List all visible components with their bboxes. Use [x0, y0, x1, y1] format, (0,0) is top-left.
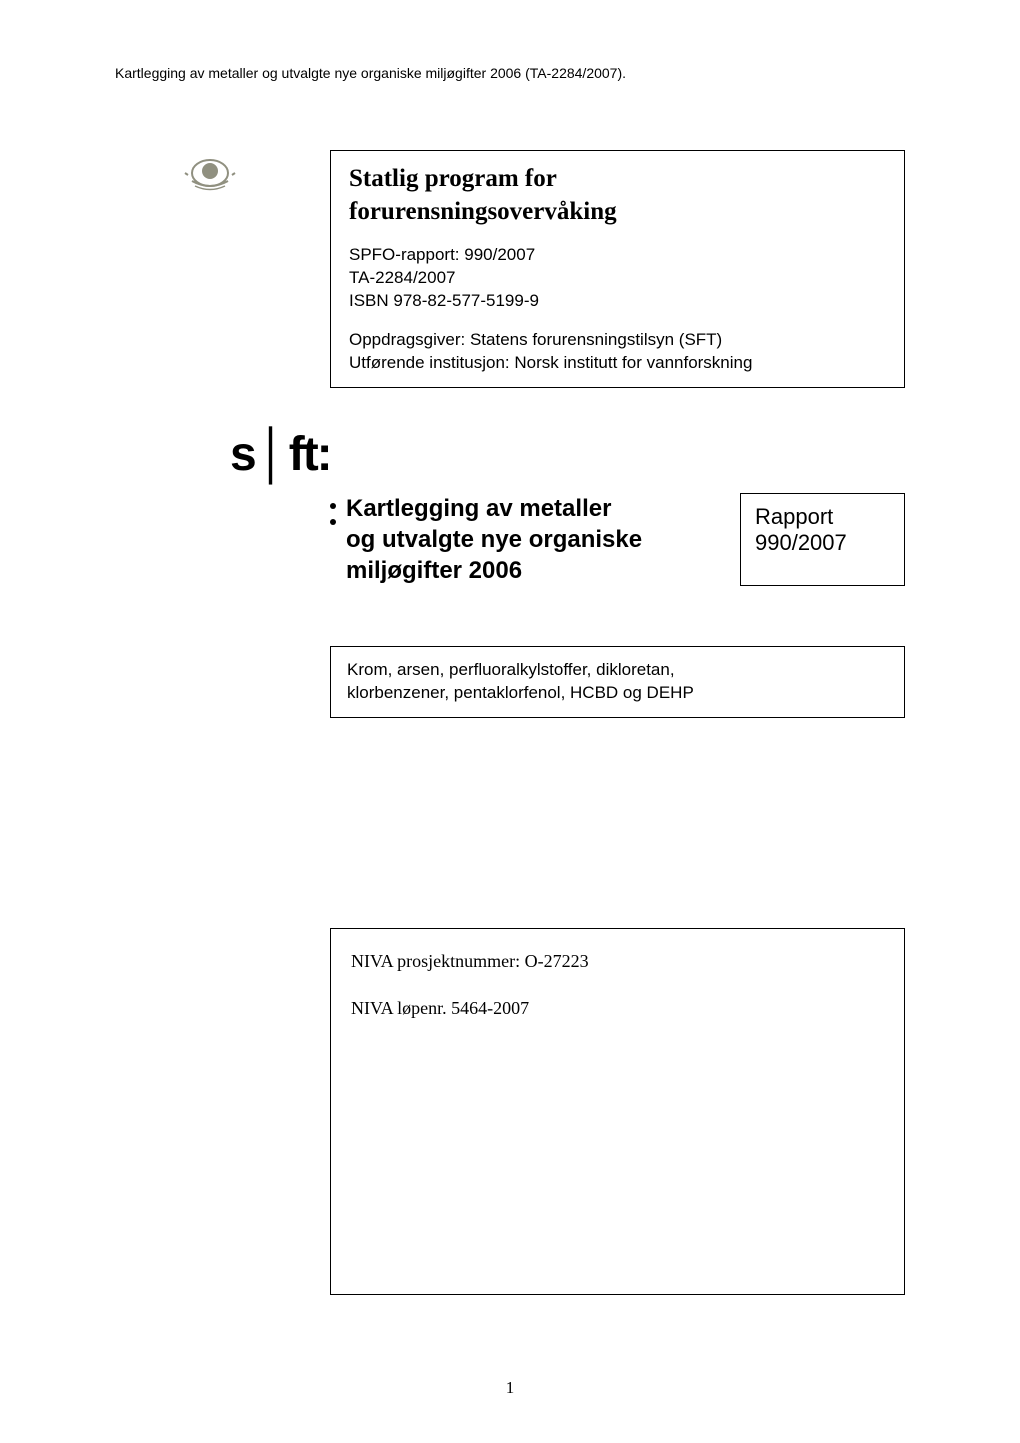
report-title: Kartlegging av metaller og utvalgte nye …: [346, 493, 642, 587]
government-emblem-icon: [165, 150, 255, 205]
isbn: ISBN 978-82-577-5199-9: [349, 291, 539, 310]
left-column: s│ft:: [115, 150, 310, 205]
project-number: NIVA prosjektnummer: O-27223: [351, 949, 884, 974]
bullet-dot: [330, 503, 336, 509]
ta-number: TA-2284/2007: [349, 268, 455, 287]
program-title-line2: forurensningsovervåking: [349, 198, 617, 225]
report-number-box: Rapport 990/2007: [740, 493, 905, 587]
program-info-box: Statlig program for forurensningsovervåk…: [330, 150, 905, 388]
page-number: 1: [506, 1378, 515, 1398]
subtitle-box: Krom, arsen, perfluoralkylstoffer, diklo…: [330, 646, 905, 718]
report-title-line3: miljøgifter 2006: [346, 557, 522, 584]
subtitle-line1: Krom, arsen, perfluoralkylstoffer, diklo…: [347, 660, 675, 679]
report-number: 990/2007: [755, 530, 890, 556]
title-row: Kartlegging av metaller og utvalgte nye …: [330, 493, 905, 587]
report-title-line1: Kartlegging av metaller: [346, 495, 611, 522]
sft-logo-separator: │: [258, 428, 286, 481]
serial-number: NIVA løpenr. 5464-2007: [351, 996, 884, 1021]
project-box: NIVA prosjektnummer: O-27223 NIVA løpenr…: [330, 928, 905, 1294]
subtitle-line2: klorbenzener, pentaklorfenol, HCBD og DE…: [347, 683, 694, 702]
program-source: Oppdragsgiver: Statens forurensningstils…: [349, 329, 886, 375]
spfo-report: SPFO-rapport: 990/2007: [349, 245, 535, 264]
program-title: Statlig program for forurensningsovervåk…: [349, 163, 886, 228]
institution: Utførende institusjon: Norsk institutt f…: [349, 353, 752, 372]
program-details: SPFO-rapport: 990/2007 TA-2284/2007 ISBN…: [349, 244, 886, 313]
bullet-dots: [330, 503, 336, 525]
sft-logo-ft: ft:: [289, 428, 331, 481]
client: Oppdragsgiver: Statens forurensningstils…: [349, 330, 722, 349]
page-header: Kartlegging av metaller og utvalgte nye …: [115, 65, 626, 81]
program-title-line1: Statlig program for: [349, 165, 557, 192]
main-content: Statlig program for forurensningsovervåk…: [330, 150, 905, 1295]
bullet-dot: [330, 519, 336, 525]
report-title-line2: og utvalgte nye organiske: [346, 526, 642, 553]
sft-logo-s: s: [230, 428, 255, 481]
sft-logo: s│ft:: [230, 427, 331, 482]
report-label: Rapport: [755, 504, 890, 530]
subtitle-text: Krom, arsen, perfluoralkylstoffer, diklo…: [347, 659, 888, 705]
title-left: Kartlegging av metaller og utvalgte nye …: [330, 493, 728, 587]
